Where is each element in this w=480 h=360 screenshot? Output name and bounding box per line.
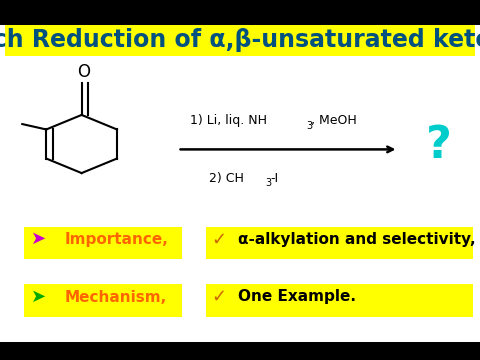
Text: One Example.: One Example. (238, 289, 356, 305)
Text: 2) CH: 2) CH (209, 172, 244, 185)
Text: Mechanism,: Mechanism, (65, 289, 167, 305)
Text: ✓: ✓ (211, 288, 227, 306)
Text: ➤: ➤ (31, 230, 47, 248)
Text: 1) Li, liq. NH: 1) Li, liq. NH (190, 114, 266, 127)
Text: 3: 3 (306, 121, 312, 131)
Text: ?: ? (426, 124, 452, 167)
Bar (24, 227, 182, 259)
Bar (206, 227, 473, 259)
Text: α-alkylation and selectivity,: α-alkylation and selectivity, (238, 232, 475, 247)
Text: Importance,: Importance, (65, 232, 168, 247)
Text: Birch Reduction of α,β-unsaturated ketone: Birch Reduction of α,β-unsaturated keton… (0, 28, 480, 52)
Text: -I: -I (270, 172, 278, 185)
Bar (5, 25, 475, 56)
Text: O: O (77, 63, 91, 81)
Text: ➤: ➤ (31, 288, 47, 306)
Bar (206, 284, 473, 317)
Text: ✓: ✓ (211, 230, 227, 248)
Text: , MeOH: , MeOH (311, 114, 357, 127)
Bar (24, 284, 182, 317)
Bar (0, 25, 480, 342)
Text: 3: 3 (265, 178, 272, 188)
